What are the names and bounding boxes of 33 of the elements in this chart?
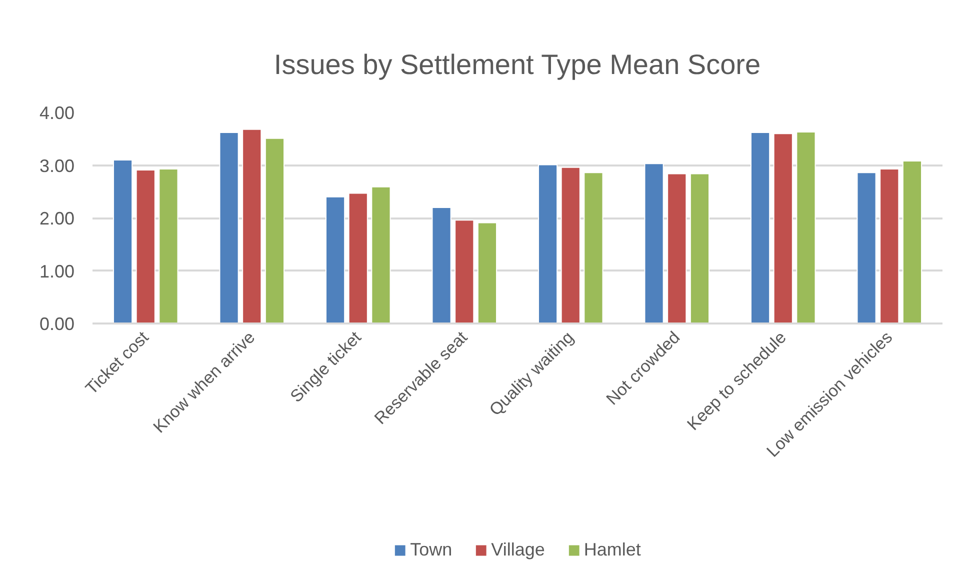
bar [856,172,876,324]
bar [112,159,133,324]
bar [242,128,262,324]
bar [773,133,793,324]
legend-label: Hamlet [584,540,641,560]
y-tick-label: 2.00 [39,208,75,228]
bar [219,132,239,324]
bar [644,163,664,324]
bar [348,192,368,324]
bar [371,186,391,324]
bar [432,206,452,324]
bar [538,164,558,324]
y-tick-label: 1.00 [39,261,75,282]
bar [158,168,178,324]
bar [750,132,770,324]
bar [796,132,816,324]
bar [560,166,580,324]
legend-label: Town [410,540,452,560]
bar [136,169,156,324]
bar [667,173,687,324]
y-tick-label: 4.00 [39,103,75,123]
y-tick-label: 0.00 [39,314,75,334]
bar [454,220,474,324]
chart-title: Issues by Settlement Type Mean Score [274,49,761,80]
bar [264,138,285,324]
legend-label: Village [491,540,545,560]
y-tick-label: 3.00 [39,156,75,176]
bar [477,222,498,324]
bar [325,196,346,324]
bar [880,168,900,324]
bar [584,172,604,324]
bar [690,173,710,324]
bar [902,160,922,324]
